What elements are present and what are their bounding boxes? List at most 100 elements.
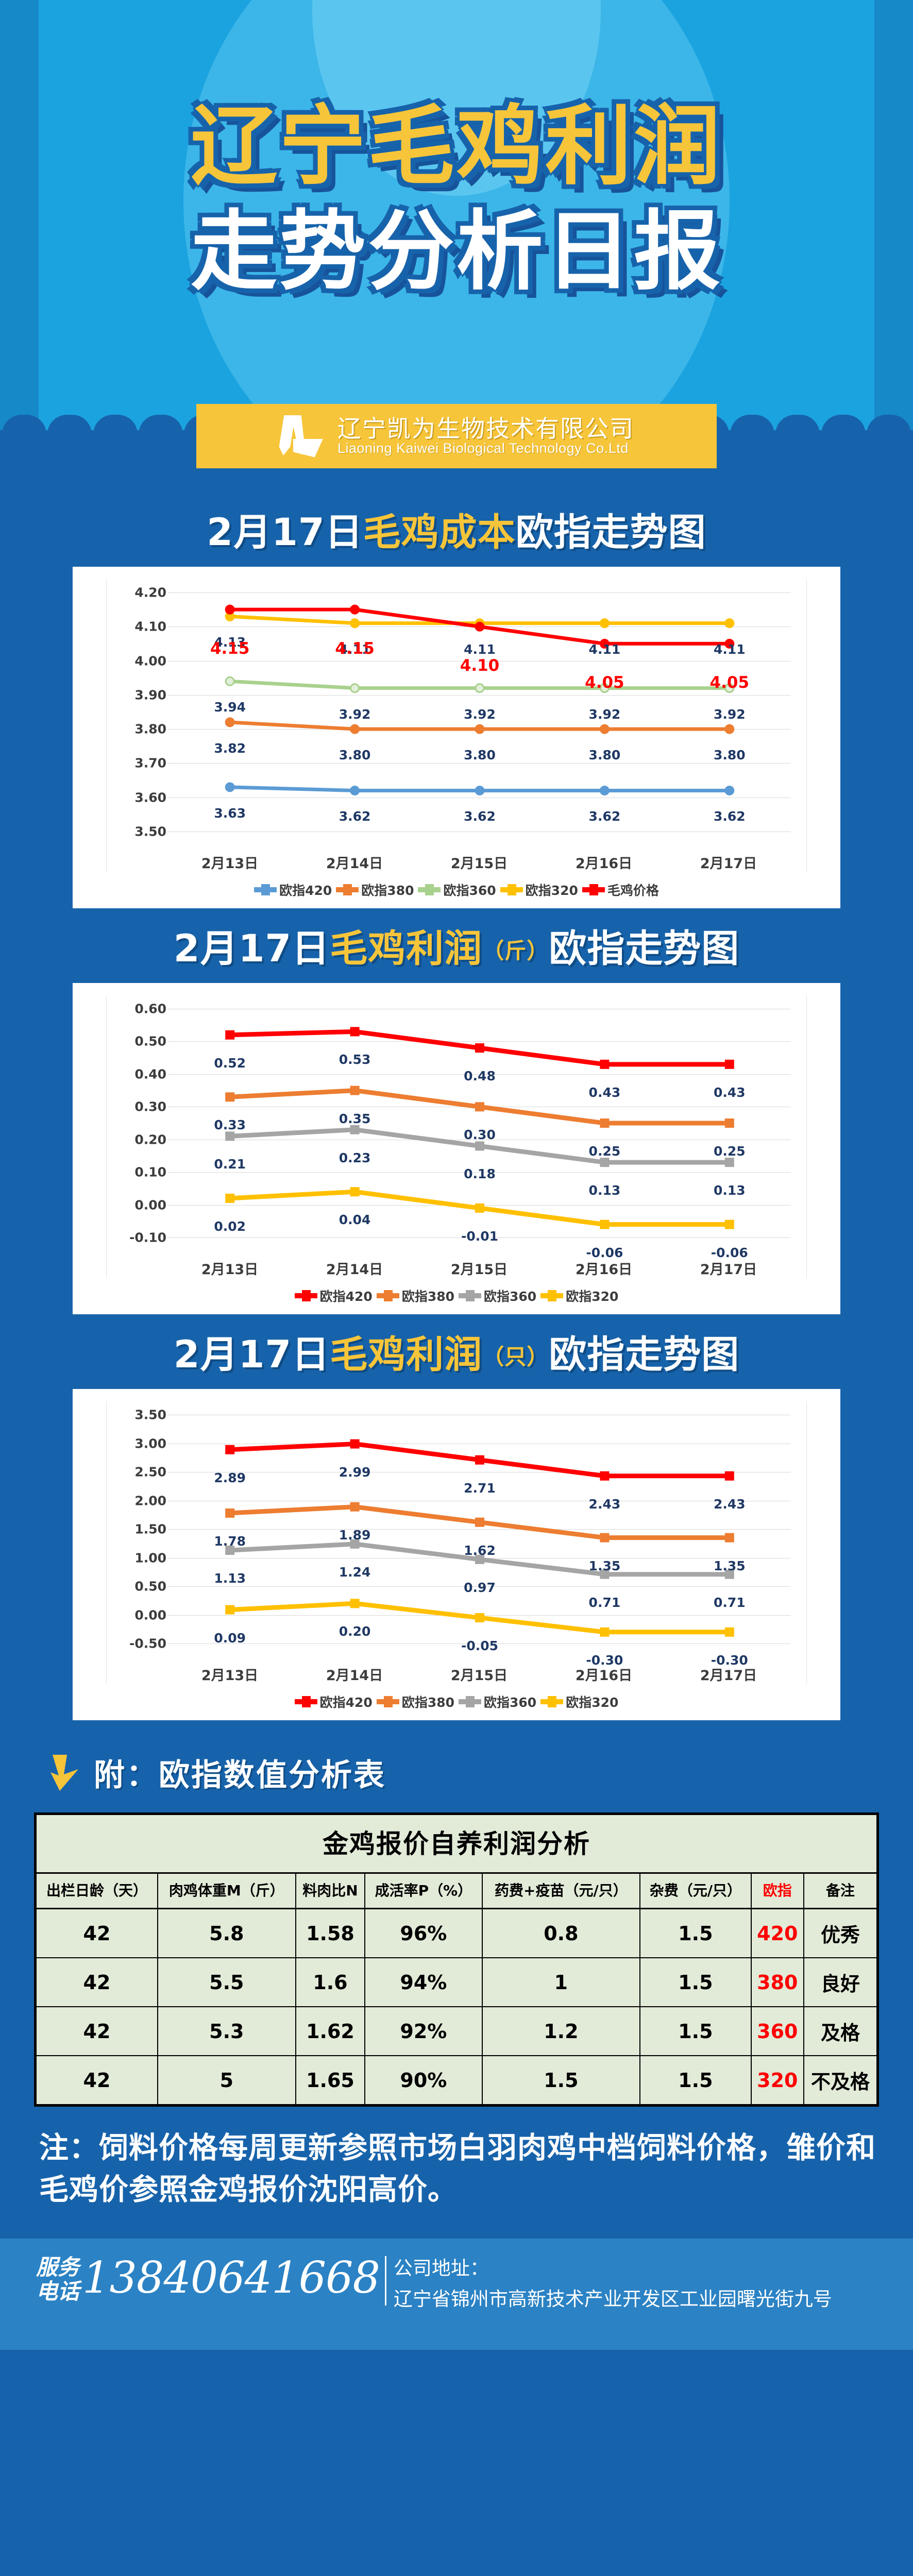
data-point-marker xyxy=(724,1219,734,1229)
table-header-cell: 成活率P（%） xyxy=(364,1872,483,1910)
table-cell: 1 xyxy=(481,1957,641,2008)
data-point-marker xyxy=(600,1059,610,1069)
legend-item[interactable]: 欧指380 xyxy=(376,1286,454,1305)
table-cell: 1.5 xyxy=(639,1908,752,1959)
chart-3-x-axis: 2月13日 2月14日 2月15日 2月16日 2月17日 xyxy=(167,1659,791,1684)
analysis-table: 金鸡报价自养利润分析 出栏日龄（天） 肉鸡体重M（斤） 料肉比N 成活率P（%） 药费+… xyxy=(36,1814,878,2106)
legend-marker-icon xyxy=(294,1290,317,1301)
data-point-marker xyxy=(600,1569,610,1579)
x-axis-tick: 2月16日 xyxy=(575,1668,633,1684)
data-label: 1.13 xyxy=(214,1571,246,1586)
section-3-unit: （只） xyxy=(482,1344,549,1369)
data-point-marker xyxy=(724,1059,734,1069)
data-point-marker xyxy=(600,1627,610,1637)
data-point-marker xyxy=(225,1445,235,1454)
data-label: 0.35 xyxy=(339,1111,371,1126)
legend-item[interactable]: 欧指320 xyxy=(540,1692,618,1711)
legend-marker-icon xyxy=(540,1290,564,1301)
section-cost-chart: 2月17日毛鸡成本欧指走势图 3.50 3.60 3.70 3.80 3.90 4.00 4… xyxy=(0,492,913,908)
legend-item[interactable]: 欧指380 xyxy=(336,880,414,899)
table-cell: 及格 xyxy=(803,2006,878,2057)
data-label: 0.43 xyxy=(588,1084,621,1100)
data-label: 1.24 xyxy=(339,1564,371,1580)
legend-item[interactable]: 欧指380 xyxy=(376,1692,454,1711)
data-point-marker xyxy=(724,1569,734,1579)
data-label: 2.71 xyxy=(464,1480,496,1496)
table-row: 42 5.3 1.62 92% 1.2 1.5 360 及格 xyxy=(36,2006,878,2057)
legend-item[interactable]: 欧指360 xyxy=(459,1692,536,1711)
legend-label: 欧指320 xyxy=(566,1289,619,1304)
data-point-marker xyxy=(724,683,735,693)
table-cell: 94% xyxy=(364,1957,483,2008)
table-row: 42 5 1.65 90% 1.5 1.5 320 不及格 xyxy=(36,2055,878,2106)
data-point-marker xyxy=(225,1193,235,1203)
data-label: 0.48 xyxy=(464,1069,496,1084)
legend-item[interactable]: 毛鸡价格 xyxy=(582,880,659,899)
data-label: 3.62 xyxy=(464,809,496,824)
y-axis-tick: 2.00 xyxy=(134,1493,166,1508)
data-label: 0.25 xyxy=(713,1144,746,1159)
down-arrow-icon xyxy=(50,1754,78,1791)
legend-item[interactable]: 欧指420 xyxy=(294,1692,373,1711)
data-label: 0.33 xyxy=(214,1117,246,1133)
legend-item[interactable]: 欧指420 xyxy=(254,880,332,899)
legend-item[interactable]: 欧指320 xyxy=(540,1286,618,1305)
data-point-marker xyxy=(600,1219,610,1229)
data-label: 4.11 xyxy=(713,641,746,657)
data-label: 4.05 xyxy=(709,673,750,692)
gridline xyxy=(167,660,791,662)
data-label: 4.13 xyxy=(214,635,246,650)
table-cell: 420 xyxy=(750,1908,804,1959)
y-axis-tick: 1.00 xyxy=(134,1550,166,1565)
data-label: 0.21 xyxy=(214,1157,246,1172)
data-point-marker xyxy=(724,1471,734,1481)
data-point-marker xyxy=(350,724,360,734)
data-point-marker xyxy=(600,1118,610,1128)
data-point-marker xyxy=(475,1455,484,1465)
data-point-marker xyxy=(350,1027,360,1037)
legend-label: 欧指320 xyxy=(525,883,578,898)
x-axis-tick: 2月13日 xyxy=(201,1262,259,1278)
y-axis-tick: 3.00 xyxy=(134,1436,166,1451)
data-label: 4.11 xyxy=(464,641,496,657)
data-label: 3.80 xyxy=(588,748,621,763)
table-header-row: 出栏日龄（天） 肉鸡体重M（斤） 料肉比N 成活率P（%） 药费+疫苗（元/只） 杂费（元… xyxy=(36,1872,878,1910)
legend-item[interactable]: 欧指360 xyxy=(459,1286,536,1305)
legend-label: 欧指380 xyxy=(361,883,414,898)
data-point-marker xyxy=(724,1158,734,1167)
data-point-marker xyxy=(350,1086,360,1095)
section-2-unit: （斤） xyxy=(482,938,549,963)
data-label: 1.62 xyxy=(464,1543,496,1558)
y-axis-tick: 4.00 xyxy=(134,653,166,669)
y-axis-tick: 3.90 xyxy=(134,687,166,703)
legend-label: 欧指320 xyxy=(566,1695,619,1710)
data-label: 0.13 xyxy=(713,1183,746,1198)
table-caption: 金鸡报价自养利润分析 xyxy=(36,1814,877,1874)
data-point-marker xyxy=(350,1187,360,1197)
data-point-marker xyxy=(475,1554,484,1564)
legend-item[interactable]: 欧指360 xyxy=(418,880,496,899)
footer-divider xyxy=(384,2256,386,2306)
y-axis-tick: 0.60 xyxy=(134,1001,166,1016)
y-axis-tick: -0.10 xyxy=(129,1230,166,1245)
page-footer: 服务 电话 13840641668 公司地址： 辽宁省锦州市高新技术产业开发区工… xyxy=(0,2239,913,2350)
legend-marker-icon xyxy=(582,884,605,895)
y-axis-tick: 4.20 xyxy=(134,585,166,600)
legend-label: 欧指420 xyxy=(319,1289,373,1304)
service-phone-number[interactable]: 13840641668 xyxy=(82,2252,380,2303)
data-point-marker xyxy=(475,621,485,632)
data-label: -0.05 xyxy=(461,1638,499,1654)
legend-marker-icon xyxy=(376,1290,399,1301)
data-point-marker xyxy=(599,618,610,629)
y-axis-tick: 3.70 xyxy=(134,755,166,771)
data-point-marker xyxy=(350,618,360,629)
y-axis-tick: 0.20 xyxy=(134,1132,166,1147)
y-axis-tick: 3.50 xyxy=(134,1407,166,1422)
y-axis-tick: -0.50 xyxy=(129,1636,166,1651)
data-point-marker xyxy=(225,1030,235,1040)
legend-item[interactable]: 欧指320 xyxy=(500,880,578,899)
table-row: 42 5.5 1.6 94% 1 1.5 380 良好 xyxy=(36,1957,878,2008)
gridline xyxy=(167,1074,791,1075)
legend-item[interactable]: 欧指420 xyxy=(294,1286,373,1305)
x-axis-tick: 2月16日 xyxy=(575,1262,633,1278)
